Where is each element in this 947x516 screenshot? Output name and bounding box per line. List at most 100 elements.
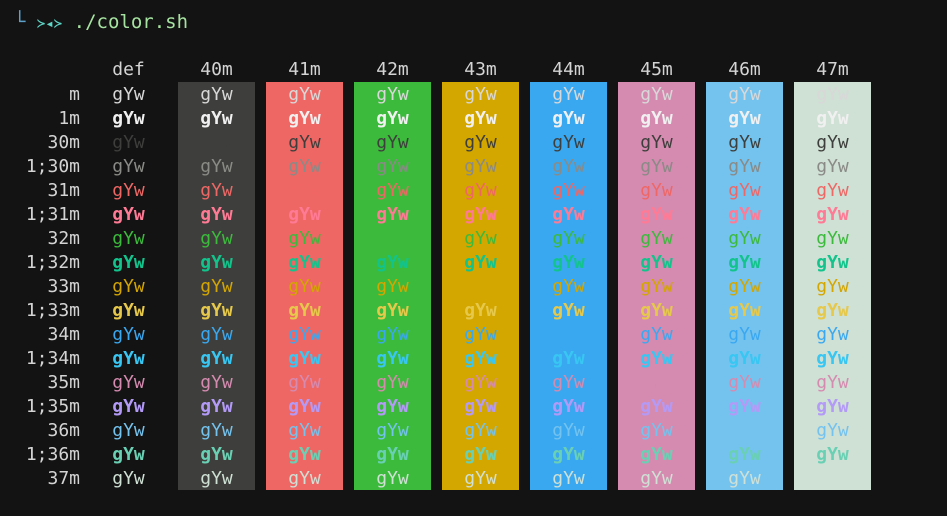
color-sample: gYw [728,132,761,153]
color-sample: gYw [288,276,321,297]
color-sample: gYw [464,228,497,249]
row-label: 1;31m [25,204,80,225]
color-sample: gYw [112,468,145,489]
color-sample: gYw [376,468,409,489]
color-sample: gYw [376,252,409,273]
color-sample: gYw [552,348,585,369]
color-sample: gYw [288,252,321,273]
row-label: 34m [47,324,80,345]
color-sample: gYw [464,348,497,369]
row-label: 30m [47,132,80,153]
row-label: 33m [47,276,80,297]
column-header-43m: 43m [464,59,497,80]
command-text: ./color.sh [73,11,189,33]
color-sample: gYw [376,228,409,249]
color-sample: gYw [288,132,321,153]
color-sample: gYw [640,348,673,369]
background-column-40m [178,82,255,490]
color-sample: gYw [288,156,321,177]
color-sample: gYw [464,468,497,489]
color-sample: gYw [552,300,585,321]
color-sample: gYw [200,132,233,153]
color-sample: gYw [288,84,321,105]
color-sample: gYw [728,276,761,297]
color-sample: gYw [288,372,321,393]
color-sample: gYw [376,156,409,177]
background-column-43m [442,82,519,490]
color-sample: gYw [640,204,673,225]
prompt-corner: └ [14,11,26,33]
color-sample: gYw [288,324,321,345]
color-sample: gYw [464,204,497,225]
color-sample: gYw [200,156,233,177]
color-sample: gYw [640,276,673,297]
terminal-prompt: └ ≻◂≻ ./color.sh [14,8,188,36]
background-column-41m [266,82,343,490]
color-sample: gYw [200,444,233,465]
color-sample: gYw [640,252,673,273]
color-sample: gYw [464,180,497,201]
color-sample: gYw [112,348,145,369]
color-sample: gYw [728,108,761,129]
color-sample: gYw [816,348,849,369]
color-sample: gYw [552,276,585,297]
color-sample: gYw [728,204,761,225]
color-sample: gYw [464,396,497,417]
color-sample: gYw [200,372,233,393]
color-sample: gYw [464,132,497,153]
background-column-42m [354,82,431,490]
color-sample: gYw [640,84,673,105]
color-sample: gYw [200,348,233,369]
color-sample: gYw [376,132,409,153]
color-sample: gYw [376,372,409,393]
row-label: 1;35m [25,396,80,417]
color-sample: gYw [552,108,585,129]
color-sample: gYw [288,228,321,249]
color-sample: gYw [112,276,145,297]
color-sample: gYw [728,84,761,105]
column-header-40m: 40m [200,59,233,80]
color-sample: gYw [112,252,145,273]
color-sample: gYw [112,132,145,153]
color-sample: gYw [112,108,145,129]
column-header-def: def [112,59,145,80]
row-label: 35m [47,372,80,393]
column-header-47m: 47m [816,59,849,80]
color-sample: gYw [288,300,321,321]
color-sample: gYw [200,468,233,489]
color-sample: gYw [464,84,497,105]
color-sample: gYw [112,324,145,345]
color-sample: gYw [552,84,585,105]
row-label: 32m [47,228,80,249]
color-sample: gYw [200,204,233,225]
color-sample: gYw [640,108,673,129]
color-sample: gYw [816,132,849,153]
color-sample: gYw [552,444,585,465]
color-sample: gYw [816,84,849,105]
color-sample: gYw [200,276,233,297]
color-sample: gYw [816,324,849,345]
color-sample: gYw [728,348,761,369]
color-sample: gYw [816,252,849,273]
color-sample: gYw [728,444,761,465]
prompt-symbol-icon: ≻◂≻ [36,16,63,32]
color-sample: gYw [728,180,761,201]
color-sample: gYw [376,396,409,417]
color-sample: gYw [640,372,673,393]
color-sample: gYw [464,300,497,321]
color-sample: gYw [552,396,585,417]
color-sample: gYw [640,180,673,201]
color-sample: gYw [552,180,585,201]
color-sample: gYw [728,396,761,417]
color-sample: gYw [640,444,673,465]
color-sample: gYw [728,420,761,441]
color-sample: gYw [376,300,409,321]
color-sample: gYw [376,204,409,225]
color-sample: gYw [816,180,849,201]
column-header-41m: 41m [288,59,321,80]
color-sample: gYw [112,156,145,177]
color-sample: gYw [640,420,673,441]
color-sample: gYw [640,228,673,249]
color-sample: gYw [640,396,673,417]
color-sample: gYw [552,420,585,441]
